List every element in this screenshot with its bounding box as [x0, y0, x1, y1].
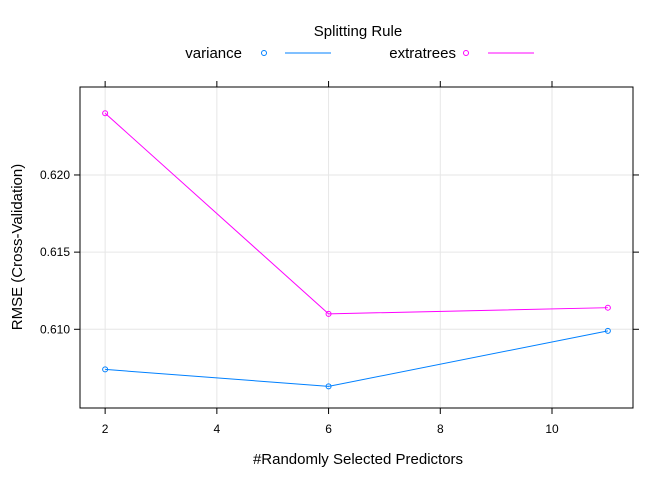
- x-tick-label: 6: [325, 422, 332, 436]
- series-line-variance: [105, 330, 608, 387]
- y-axis-title: RMSE (Cross-Validation): [9, 164, 26, 330]
- series-line-extratrees: [104, 112, 608, 315]
- y-axis: 0.610 0.615 0.620: [40, 168, 639, 336]
- y-tick-label: 0.615: [40, 245, 70, 259]
- legend-point-extratrees: [463, 50, 469, 56]
- legend-label-extratrees: extratrees: [389, 45, 456, 62]
- legend-title: Splitting Rule: [314, 23, 402, 40]
- x-tick-label: 2: [102, 422, 109, 436]
- panel-border: [79, 86, 634, 409]
- series-layer: [102, 110, 611, 390]
- x-tick-label: 10: [545, 422, 559, 436]
- data-point-extratrees: [604, 304, 611, 311]
- legend: Splitting Rule variance extratrees: [185, 23, 534, 62]
- x-axis-title: #Randomly Selected Predictors: [253, 451, 463, 468]
- y-tick-label: 0.610: [40, 322, 70, 336]
- plot-panel: 2 4 6 8 10 0.610 0.615 0.620: [40, 81, 639, 436]
- y-tick-label: 0.620: [40, 168, 70, 182]
- grid-lines: [80, 87, 633, 408]
- data-point-variance: [102, 366, 109, 373]
- data-point-extratrees: [102, 110, 109, 117]
- x-tick-label: 8: [437, 422, 444, 436]
- legend-label-variance: variance: [185, 45, 242, 62]
- data-point-variance: [604, 327, 611, 334]
- data-point-variance: [325, 383, 332, 390]
- data-point-extratrees: [325, 310, 332, 317]
- x-axis: 2 4 6 8 10: [102, 81, 559, 436]
- x-tick-label: 4: [214, 422, 221, 436]
- legend-point-variance: [261, 50, 267, 56]
